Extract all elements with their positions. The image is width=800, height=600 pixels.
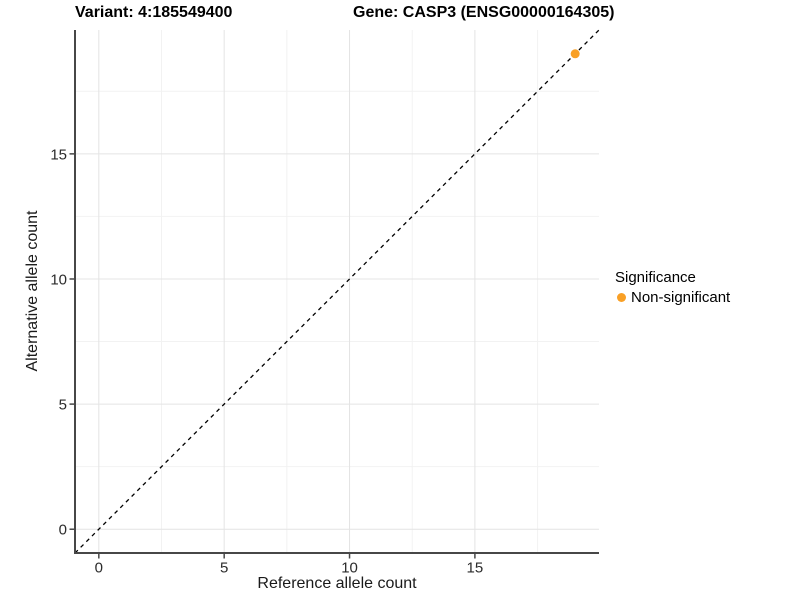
x-tick-label: 0: [95, 560, 103, 577]
legend-entry: Non-significant: [613, 289, 730, 306]
legend-key: [613, 289, 630, 306]
legend-key-dot: [617, 293, 626, 302]
y-tick-label: 5: [59, 397, 67, 414]
plot-title-variant: Variant: 4:185549400: [75, 4, 233, 21]
legend-entry-label: Non-significant: [631, 289, 731, 306]
y-tick-label: 0: [59, 522, 67, 539]
x-tick-label: 15: [467, 560, 484, 577]
y-tick-label: 10: [50, 271, 67, 288]
plot-title-gene: Gene: CASP3 (ENSG00000164305): [353, 4, 615, 21]
x-tick-label: 10: [341, 560, 358, 577]
x-axis-label: Reference allele count: [257, 575, 417, 592]
x-tick-label: 5: [220, 560, 228, 577]
y-axis-label: Alternative allele count: [24, 210, 41, 372]
identity-line: [74, 29, 600, 554]
data-point: [570, 49, 580, 59]
y-tick-label: 15: [50, 146, 67, 163]
legend: Significance Non-significant: [613, 269, 730, 306]
legend-title: Significance: [615, 269, 696, 286]
